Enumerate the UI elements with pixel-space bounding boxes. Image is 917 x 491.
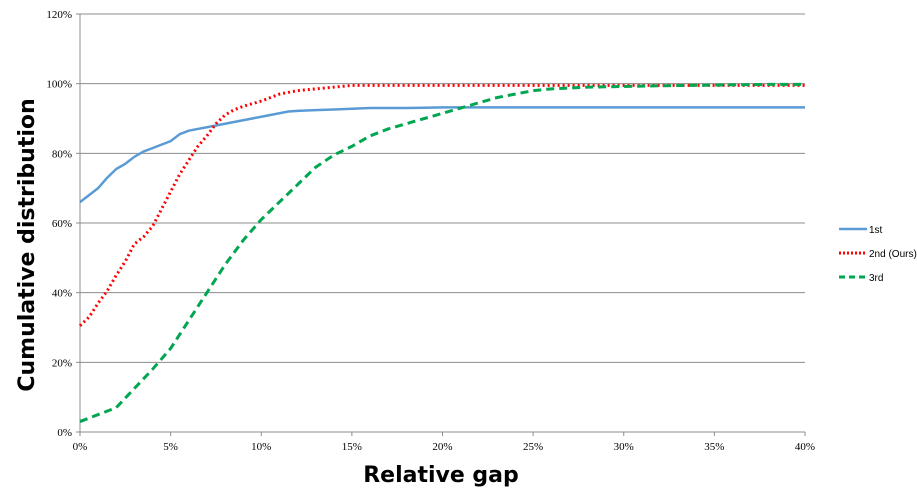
x-tick-label-3: 15% — [342, 441, 362, 453]
tick-labels: 0% 20% 40% 60% 80% 100% 120% 0% 5% 10% 15% 20% 25% 30… — [46, 9, 815, 453]
legend: 1st 2nd (Ours) 3rd — [839, 225, 917, 284]
axes — [76, 13, 806, 436]
legend-label-2nd: 2nd (Ours) — [869, 249, 917, 260]
series-line-0 — [79, 106, 805, 204]
x-tick-label-0: 0% — [73, 441, 88, 453]
y-tick-label-5: 100% — [46, 79, 72, 91]
series-lines — [78, 82, 805, 423]
y-tick-label-2: 40% — [52, 288, 72, 300]
x-tick-label-8: 40% — [795, 441, 815, 453]
x-axis-title: Relative gap — [363, 463, 519, 488]
y-tick-label-4: 80% — [52, 148, 72, 160]
legend-item-2nd: 2nd (Ours) — [839, 249, 917, 260]
y-tick-label-0: 0% — [57, 427, 72, 439]
x-tick-label-5: 25% — [523, 441, 543, 453]
y-tick-label-6: 120% — [46, 9, 72, 21]
legend-item-1st: 1st — [839, 225, 883, 236]
legend-item-3rd: 3rd — [839, 273, 883, 284]
x-tick-label-6: 30% — [614, 441, 634, 453]
y-tick-label-3: 60% — [52, 218, 72, 230]
y-axis-title: Cumulative distribution — [15, 98, 40, 391]
legend-label-1st: 1st — [869, 225, 883, 236]
x-tick-label-4: 20% — [432, 441, 452, 453]
series-line-1 — [78, 83, 805, 327]
gridlines — [80, 13, 805, 363]
x-tick-label-1: 5% — [163, 441, 178, 453]
y-tick-label-1: 20% — [52, 357, 72, 369]
legend-label-3rd: 3rd — [869, 273, 883, 284]
series-line-2 — [79, 82, 805, 423]
x-tick-label-2: 10% — [251, 441, 271, 453]
x-tick-label-7: 35% — [704, 441, 724, 453]
